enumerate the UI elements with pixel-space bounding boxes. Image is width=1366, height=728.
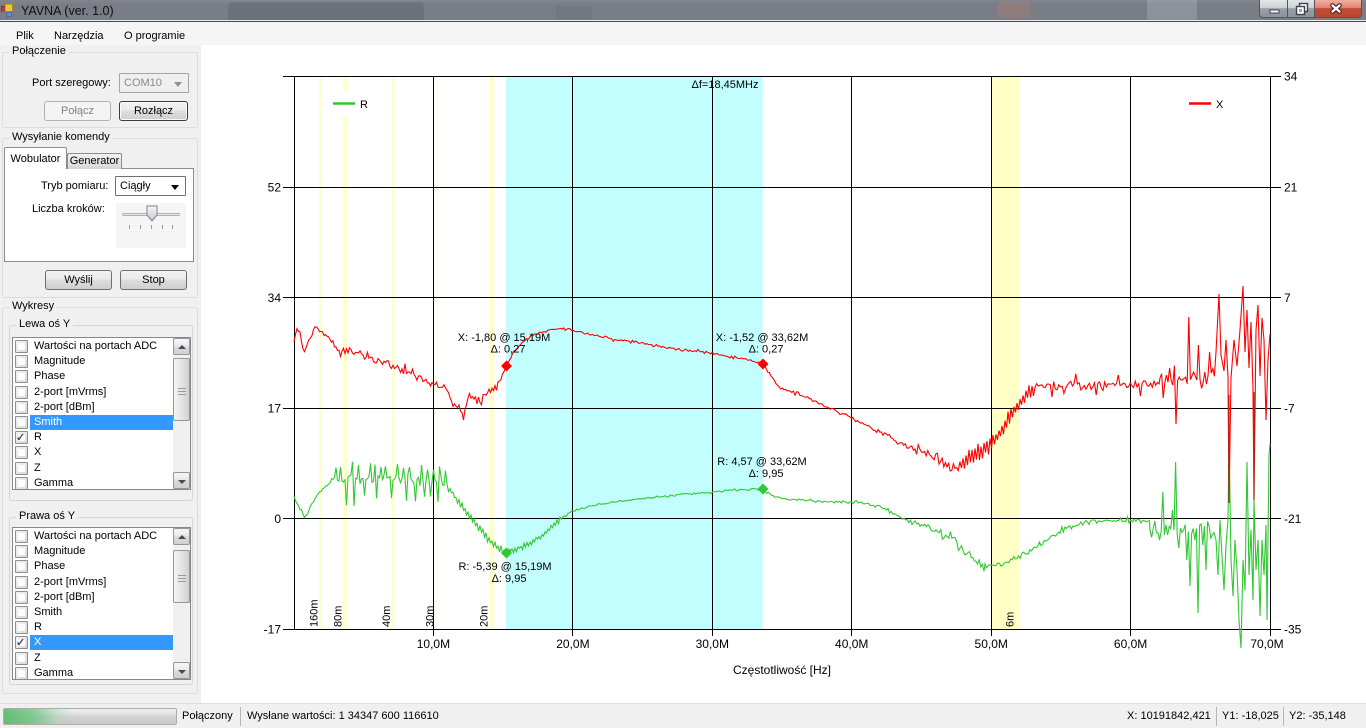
svg-text:30,0M: 30,0M (696, 637, 729, 651)
svg-text:40m: 40m (381, 606, 393, 627)
svg-text:-17: -17 (264, 623, 282, 637)
svg-text:-21: -21 (1284, 512, 1302, 526)
svg-text:R: R (360, 99, 368, 111)
svg-text:Δf=18,45MHz: Δf=18,45MHz (692, 79, 759, 91)
svg-text:34: 34 (1284, 70, 1298, 84)
svg-text:30m: 30m (424, 606, 436, 627)
svg-text:Częstotliwość [Hz]: Częstotliwość [Hz] (733, 663, 831, 677)
svg-text:Δ: 0,27: Δ: 0,27 (749, 344, 784, 356)
svg-text:50,0M: 50,0M (975, 637, 1008, 651)
svg-text:R: 4,57 @ 33,62M: R: 4,57 @ 33,62M (717, 456, 806, 468)
svg-text:0: 0 (274, 512, 281, 526)
svg-text:Δ: 9,95: Δ: 9,95 (492, 573, 527, 585)
svg-text:6m: 6m (1005, 612, 1017, 627)
svg-text:Δ: 9,95: Δ: 9,95 (749, 468, 784, 480)
svg-text:X: X (1216, 99, 1224, 111)
svg-text:R: -5,39 @ 15,19M: R: -5,39 @ 15,19M (458, 561, 551, 573)
svg-text:10,0M: 10,0M (417, 637, 450, 651)
svg-text:Δ: 0,27: Δ: 0,27 (491, 344, 526, 356)
svg-text:34: 34 (268, 291, 282, 305)
svg-text:20,0M: 20,0M (556, 637, 589, 651)
svg-text:70,0M: 70,0M (1250, 637, 1283, 651)
svg-text:7: 7 (1284, 291, 1291, 305)
svg-text:60,0M: 60,0M (1114, 637, 1147, 651)
svg-text:X: -1,80 @ 15,19M: X: -1,80 @ 15,19M (458, 332, 551, 344)
svg-text:40,0M: 40,0M (835, 637, 868, 651)
svg-text:80m: 80m (332, 606, 344, 627)
svg-text:52: 52 (268, 181, 282, 195)
svg-text:17: 17 (268, 402, 282, 416)
svg-text:160m: 160m (309, 599, 321, 627)
svg-text:21: 21 (1284, 181, 1298, 195)
svg-text:-7: -7 (1284, 402, 1295, 416)
svg-text:-35: -35 (1284, 623, 1302, 637)
svg-text:20m: 20m (479, 606, 491, 627)
svg-text:X: -1,52 @ 33,62M: X: -1,52 @ 33,62M (716, 332, 809, 344)
